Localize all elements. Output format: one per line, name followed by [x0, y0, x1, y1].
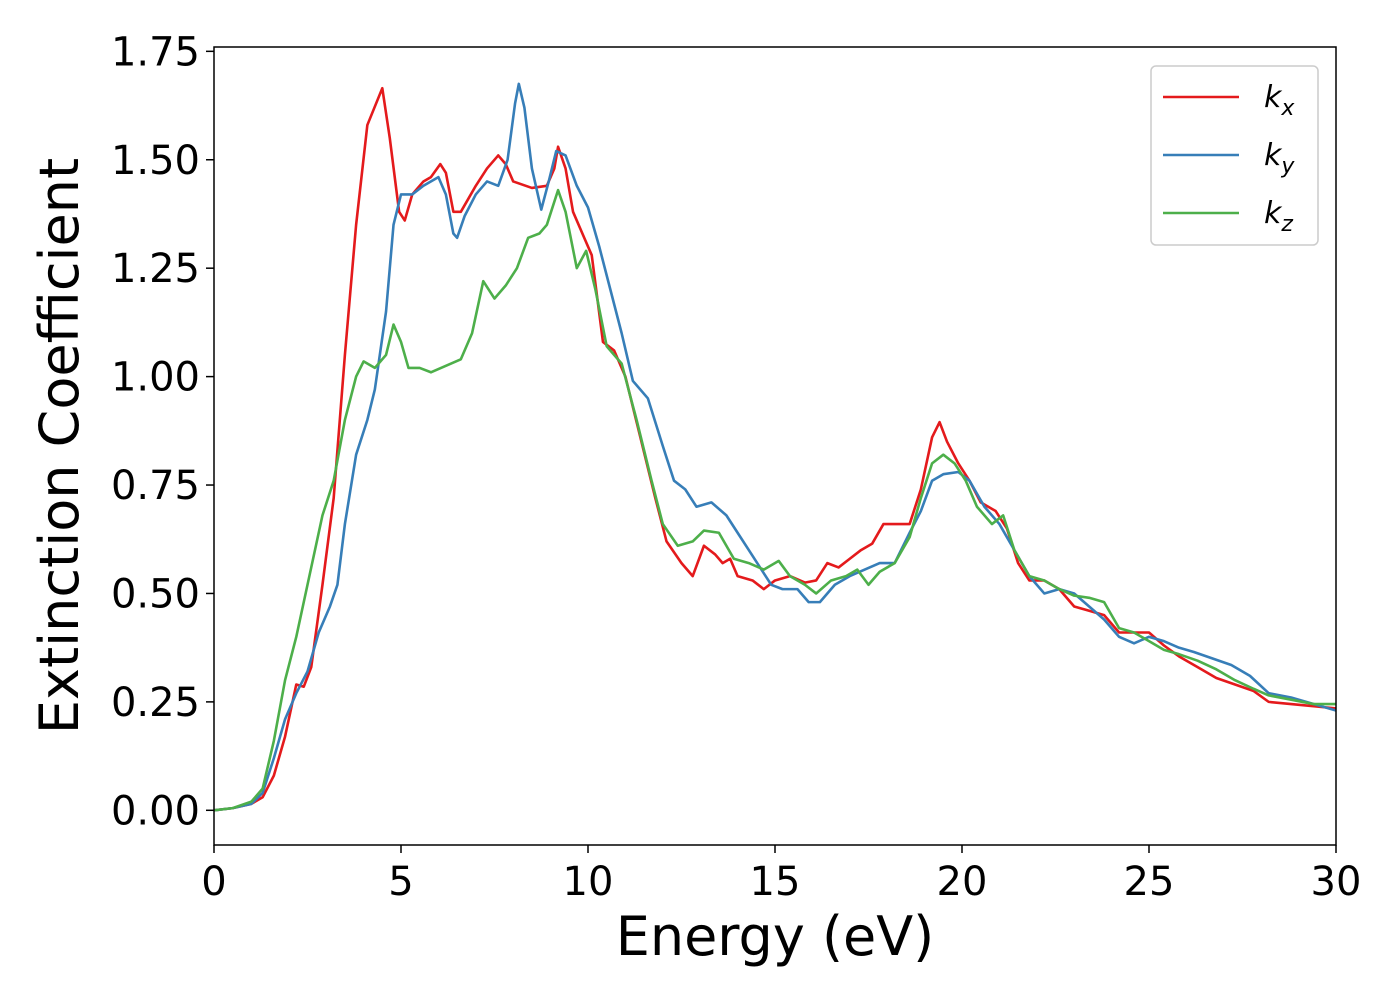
legend: kx ky kz	[1150, 65, 1319, 246]
y-tick-label: 1.25	[111, 246, 200, 292]
y-tick-label: 0.00	[111, 788, 200, 834]
y-tick-label: 0.50	[111, 571, 200, 617]
legend-label-y: ky	[1264, 138, 1295, 179]
x-tick-label: 15	[750, 859, 801, 905]
series-line-z	[214, 188, 1336, 812]
y-tick-label: 0.25	[111, 680, 200, 726]
ticks-layer: 0 5 10 15 20 25 30 0.00 0.25 0.50 0.75 1.00 1.25 1.50…	[111, 29, 1362, 905]
series-layer	[214, 82, 1336, 812]
x-tick-label: 5	[388, 859, 413, 905]
x-tick-label: 0	[201, 859, 226, 905]
series-line-y	[214, 82, 1336, 812]
series-line-x	[214, 86, 1336, 812]
y-axis-title: Extinction Coefficient	[28, 158, 91, 734]
x-tick-label: 10	[563, 859, 614, 905]
y-tick-label: 1.00	[111, 355, 200, 401]
legend-label-z: kz	[1264, 196, 1293, 237]
y-tick-label: 0.75	[111, 463, 200, 509]
x-tick-label: 20	[937, 859, 988, 905]
x-tick-label: 25	[1124, 859, 1175, 905]
y-tick-label: 1.75	[111, 29, 200, 75]
y-tick-label: 1.50	[111, 138, 200, 184]
x-axis-title: Energy (eV)	[616, 905, 935, 968]
x-tick-label: 30	[1311, 859, 1362, 905]
legend-label-x: kx	[1264, 80, 1295, 121]
